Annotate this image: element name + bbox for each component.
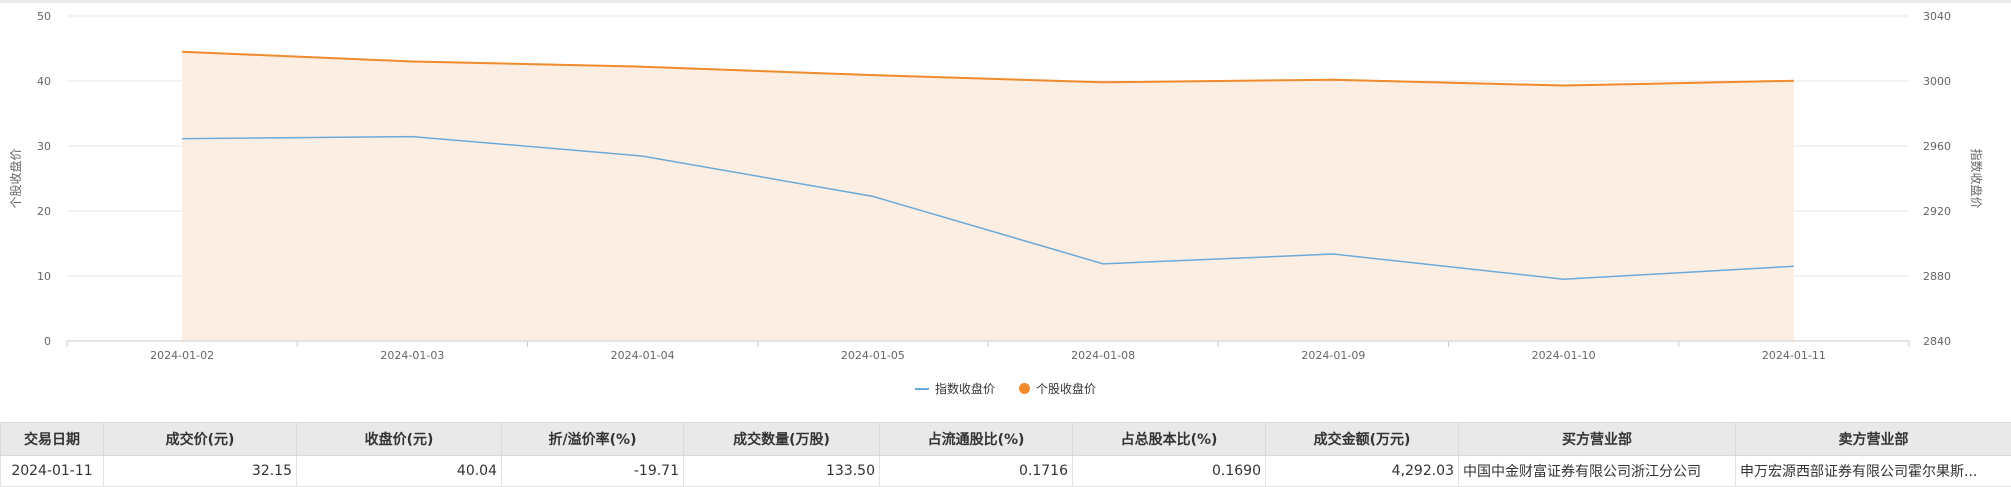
col-header-volume[interactable]: 成交数量(万股)	[684, 423, 880, 456]
col-header-seller[interactable]: 卖方营业部	[1736, 423, 2011, 456]
y-right-axis-title: 指数收盘价	[1969, 148, 1984, 208]
x-tick-label: 2024-01-04	[611, 349, 675, 362]
y-right-tick-label: 2880	[1923, 270, 1951, 283]
x-tick-label: 2024-01-11	[1762, 349, 1826, 362]
y-left-tick-label: 10	[37, 270, 51, 283]
y-left-tick-label: 50	[37, 10, 51, 23]
y-right-tick-label: 3040	[1923, 10, 1951, 23]
cell-seller[interactable]: 申万宏源西部证券有限公司霍尔果斯...	[1736, 456, 2011, 487]
x-axis	[67, 341, 1909, 347]
legend-item-stock-close[interactable]: 个股收盘价	[1019, 380, 1096, 397]
cell-volume: 133.50	[684, 456, 880, 487]
col-header-close-price[interactable]: 收盘价(元)	[297, 423, 502, 456]
stock-close-area-fill	[182, 52, 1794, 341]
x-tick-label: 2024-01-09	[1301, 349, 1365, 362]
legend-label-index-close: 指数收盘价	[935, 380, 995, 397]
legend-label-stock-close: 个股收盘价	[1036, 380, 1096, 397]
col-header-trade-price[interactable]: 成交价(元)	[104, 423, 297, 456]
legend-dot-icon	[1019, 383, 1030, 394]
x-tick-label: 2024-01-02	[150, 349, 214, 362]
x-tick-label: 2024-01-05	[841, 349, 905, 362]
y-left-tick-label: 20	[37, 205, 51, 218]
y-left-axis-title: 个股收盘价	[8, 148, 23, 208]
y-right-tick-label: 2840	[1923, 335, 1951, 348]
col-header-trade-date[interactable]: 交易日期	[1, 423, 104, 456]
col-header-total-ratio[interactable]: 占总股本比(%)	[1073, 423, 1266, 456]
y-right-tick-label: 2920	[1923, 205, 1951, 218]
y-left-tick-label: 30	[37, 140, 51, 153]
stock-close-area	[182, 52, 1794, 341]
y-right-tick-label: 2960	[1923, 140, 1951, 153]
combo-line-chart: 01020304050284028802920296030003040个股收盘价…	[0, 0, 2011, 375]
x-tick-label: 2024-01-03	[380, 349, 444, 362]
cell-trade-price: 32.15	[104, 456, 297, 487]
y-right-tick-label: 3000	[1923, 75, 1951, 88]
col-header-amount[interactable]: 成交金额(万元)	[1266, 423, 1459, 456]
cell-close-price: 40.04	[297, 456, 502, 487]
x-tick-label: 2024-01-10	[1532, 349, 1596, 362]
cell-total-ratio: 0.1690	[1073, 456, 1266, 487]
table-header-row: 交易日期 成交价(元) 收盘价(元) 折/溢价率(%) 成交数量(万股) 占流通…	[1, 423, 2011, 456]
y-left-tick-label: 0	[44, 335, 51, 348]
legend-line-icon	[915, 388, 929, 390]
cell-trade-date: 2024-01-11	[1, 456, 104, 487]
cell-amount: 4,292.03	[1266, 456, 1459, 487]
x-tick-label: 2024-01-08	[1071, 349, 1135, 362]
table-row: 2024-01-11 32.15 40.04 -19.71 133.50 0.1…	[1, 456, 2011, 487]
col-header-premium-rate[interactable]: 折/溢价率(%)	[502, 423, 684, 456]
chart-legend: 指数收盘价 个股收盘价	[0, 380, 2011, 397]
block-trade-table: 交易日期 成交价(元) 收盘价(元) 折/溢价率(%) 成交数量(万股) 占流通…	[0, 422, 2011, 487]
cell-buyer[interactable]: 中国中金财富证券有限公司浙江分公司	[1459, 456, 1736, 487]
cell-float-ratio: 0.1716	[880, 456, 1073, 487]
col-header-buyer[interactable]: 买方营业部	[1459, 423, 1736, 456]
cell-premium-rate: -19.71	[502, 456, 684, 487]
col-header-float-ratio[interactable]: 占流通股比(%)	[880, 423, 1073, 456]
legend-item-index-close[interactable]: 指数收盘价	[915, 380, 995, 397]
y-left-tick-label: 40	[37, 75, 51, 88]
